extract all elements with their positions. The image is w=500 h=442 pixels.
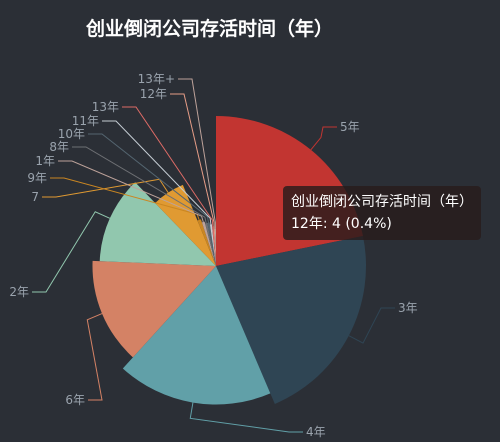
label-line-5 [32, 211, 111, 293]
slice-label-5: 2年 [9, 285, 29, 299]
label-line-3 [189, 402, 303, 433]
slice-label-12: 13年 [92, 100, 119, 114]
tooltip-value: 12年: 4 (0.4%) [291, 216, 392, 232]
slice-10[interactable] [207, 222, 216, 266]
label-line-8 [58, 160, 204, 223]
slice-label-10: 10年 [58, 127, 85, 141]
slice-label-4: 6年 [65, 393, 85, 407]
label-line-7 [50, 177, 200, 221]
slice-2[interactable] [216, 235, 366, 404]
label-line-6 [42, 178, 169, 198]
slice-8[interactable] [201, 221, 216, 266]
slice-7[interactable] [197, 219, 216, 266]
slice-label-13: 12年 [140, 87, 167, 101]
slice-label-14: 13年+ [138, 72, 175, 86]
label-line-12 [122, 106, 214, 227]
chart-title: 创业倒闭公司存活时间（年） [86, 18, 334, 40]
tooltip-title: 创业倒闭公司存活时间（年） [291, 194, 473, 210]
slice-4[interactable] [92, 260, 216, 358]
label-line-2 [348, 307, 395, 344]
slice-label-9: 8年 [49, 140, 69, 154]
slice-label-6: 7 [31, 190, 39, 204]
slice-13[interactable] [213, 228, 216, 266]
slice-14[interactable] [214, 228, 216, 266]
slice-label-2: 3年 [398, 301, 418, 315]
label-line-14 [178, 78, 216, 229]
slice-3[interactable] [122, 266, 271, 405]
label-line-13 [170, 93, 215, 229]
slice-label-7: 9年 [27, 171, 47, 185]
slice-label-8: 1年 [35, 154, 55, 168]
slice-label-1: 5年 [340, 120, 360, 134]
slice-label-11: 11年 [72, 114, 99, 128]
slice-6[interactable] [155, 184, 216, 266]
slice-9[interactable] [205, 222, 216, 266]
label-line-10 [88, 133, 209, 223]
label-line-9 [72, 146, 207, 224]
slice-label-3: 4年 [306, 425, 326, 439]
tooltip: 创业倒闭公司存活时间（年） 12年: 4 (0.4%) [283, 186, 481, 240]
label-line-11 [102, 120, 212, 225]
slice-12[interactable] [212, 226, 216, 266]
slice-5[interactable] [99, 182, 216, 266]
label-line-1 [310, 126, 337, 151]
slice-11[interactable] [209, 224, 216, 266]
label-line-4 [86, 313, 103, 401]
